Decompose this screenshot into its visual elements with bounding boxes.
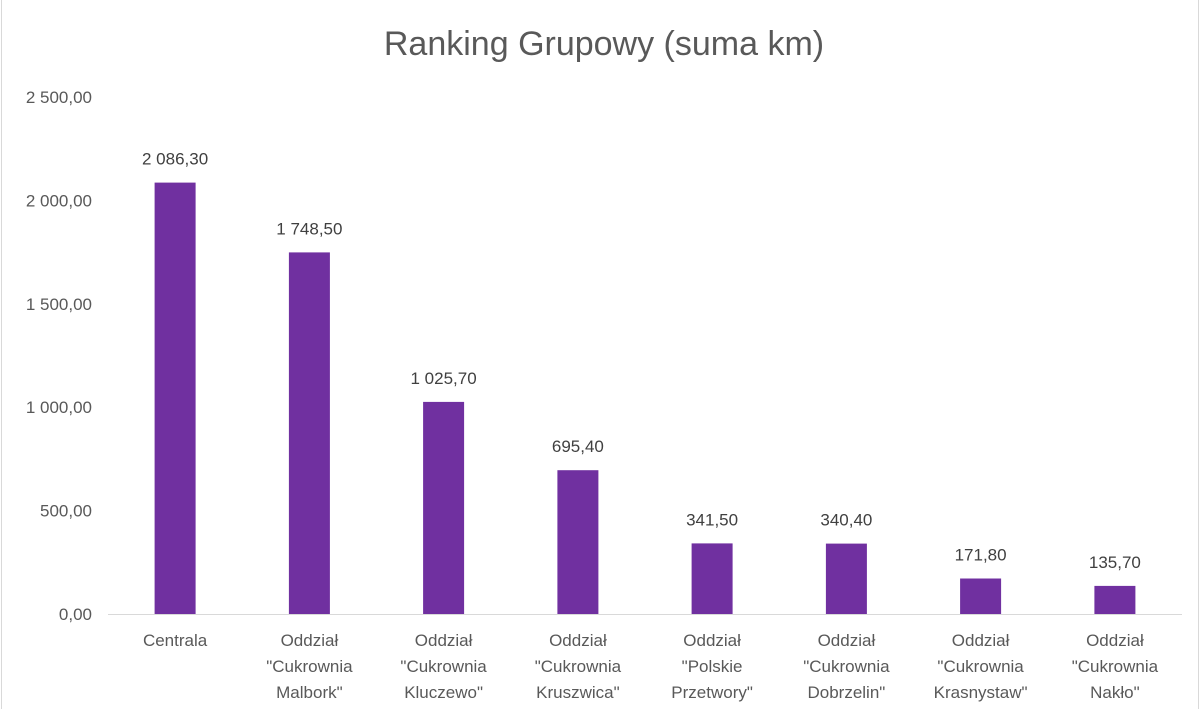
x-tick-label-line: Oddział bbox=[818, 631, 876, 650]
y-tick-label: 0,00 bbox=[59, 605, 92, 624]
bar bbox=[960, 578, 1002, 614]
x-tick-label-line: "Cukrownia bbox=[803, 657, 890, 676]
y-axis: 0,00 500,00 1 000,00 1 500,00 2 000,00 2 500,… bbox=[26, 88, 92, 624]
x-tick-label: Oddział "Cukrownia Malbork" bbox=[266, 631, 353, 702]
data-label: 135,70 bbox=[1089, 553, 1141, 572]
y-tick-label: 2 000,00 bbox=[26, 191, 92, 210]
x-tick-label-line: Oddział bbox=[683, 631, 741, 650]
bar bbox=[423, 401, 465, 614]
y-tick-label: 1 500,00 bbox=[26, 295, 92, 314]
bar bbox=[691, 543, 733, 614]
x-tick-label-line: "Cukrownia bbox=[535, 657, 622, 676]
chart-title: Ranking Grupowy (suma km) bbox=[384, 25, 824, 63]
data-label: 340,40 bbox=[820, 511, 872, 530]
x-tick-label-line: "Cukrownia bbox=[1072, 657, 1159, 676]
x-tick-label: Oddział "Cukrownia Nakło" bbox=[1072, 631, 1159, 702]
x-tick-label-line: Dobrzelin" bbox=[807, 683, 885, 702]
bar bbox=[557, 470, 599, 614]
y-tick-label: 1 000,00 bbox=[26, 398, 92, 417]
x-tick-label-line: "Cukrownia bbox=[937, 657, 1024, 676]
x-axis: Centrala Oddział "Cukrownia Malbork"Oddział… bbox=[143, 631, 1159, 702]
x-tick-label: Oddział "Cukrownia Kluczewo" bbox=[400, 631, 487, 702]
x-tick-label-line: Oddział bbox=[1086, 631, 1144, 650]
bar-series bbox=[154, 182, 1136, 614]
x-tick-label: Oddział "Polskie Przetwory" bbox=[671, 631, 753, 702]
bar bbox=[288, 252, 330, 614]
x-tick-label-line: "Polskie bbox=[682, 657, 743, 676]
x-tick-label: Oddział "Cukrownia Krasnystaw" bbox=[934, 631, 1028, 702]
x-tick-label: Centrala bbox=[143, 631, 208, 650]
x-tick-label: Oddział "Cukrownia Kruszwica" bbox=[535, 631, 622, 702]
x-tick-label-line: Przetwory" bbox=[671, 683, 753, 702]
x-tick-label-line: Oddział bbox=[415, 631, 473, 650]
x-tick-label-line: Krasnystaw" bbox=[934, 683, 1028, 702]
x-tick-label-line: Nakło" bbox=[1090, 683, 1140, 702]
x-tick-label-line: Centrala bbox=[143, 631, 208, 650]
y-tick-label: 500,00 bbox=[40, 502, 92, 521]
data-labels: 2 086,30 1 748,50 1 025,70 695,40 341,50 340,… bbox=[142, 150, 1141, 572]
x-tick-label-line: "Cukrownia bbox=[400, 657, 487, 676]
data-label: 695,40 bbox=[552, 437, 604, 456]
data-label: 1 748,50 bbox=[276, 219, 342, 238]
y-tick-label: 2 500,00 bbox=[26, 88, 92, 107]
x-tick-label-line: Malbork" bbox=[276, 683, 343, 702]
x-tick-label: Oddział "Cukrownia Dobrzelin" bbox=[803, 631, 890, 702]
x-tick-label-line: Oddział bbox=[281, 631, 339, 650]
bar bbox=[825, 543, 867, 614]
data-label: 171,80 bbox=[955, 546, 1007, 565]
x-tick-label-line: Oddział bbox=[952, 631, 1010, 650]
x-tick-label-line: Kluczewo" bbox=[404, 683, 483, 702]
x-tick-label-line: "Cukrownia bbox=[266, 657, 353, 676]
bar bbox=[1094, 585, 1136, 614]
data-label: 2 086,30 bbox=[142, 150, 208, 169]
x-tick-label-line: Kruszwica" bbox=[536, 683, 620, 702]
bar bbox=[154, 182, 196, 614]
data-label: 341,50 bbox=[686, 510, 738, 529]
x-tick-label-line: Oddział bbox=[549, 631, 607, 650]
data-label: 1 025,70 bbox=[411, 369, 477, 388]
